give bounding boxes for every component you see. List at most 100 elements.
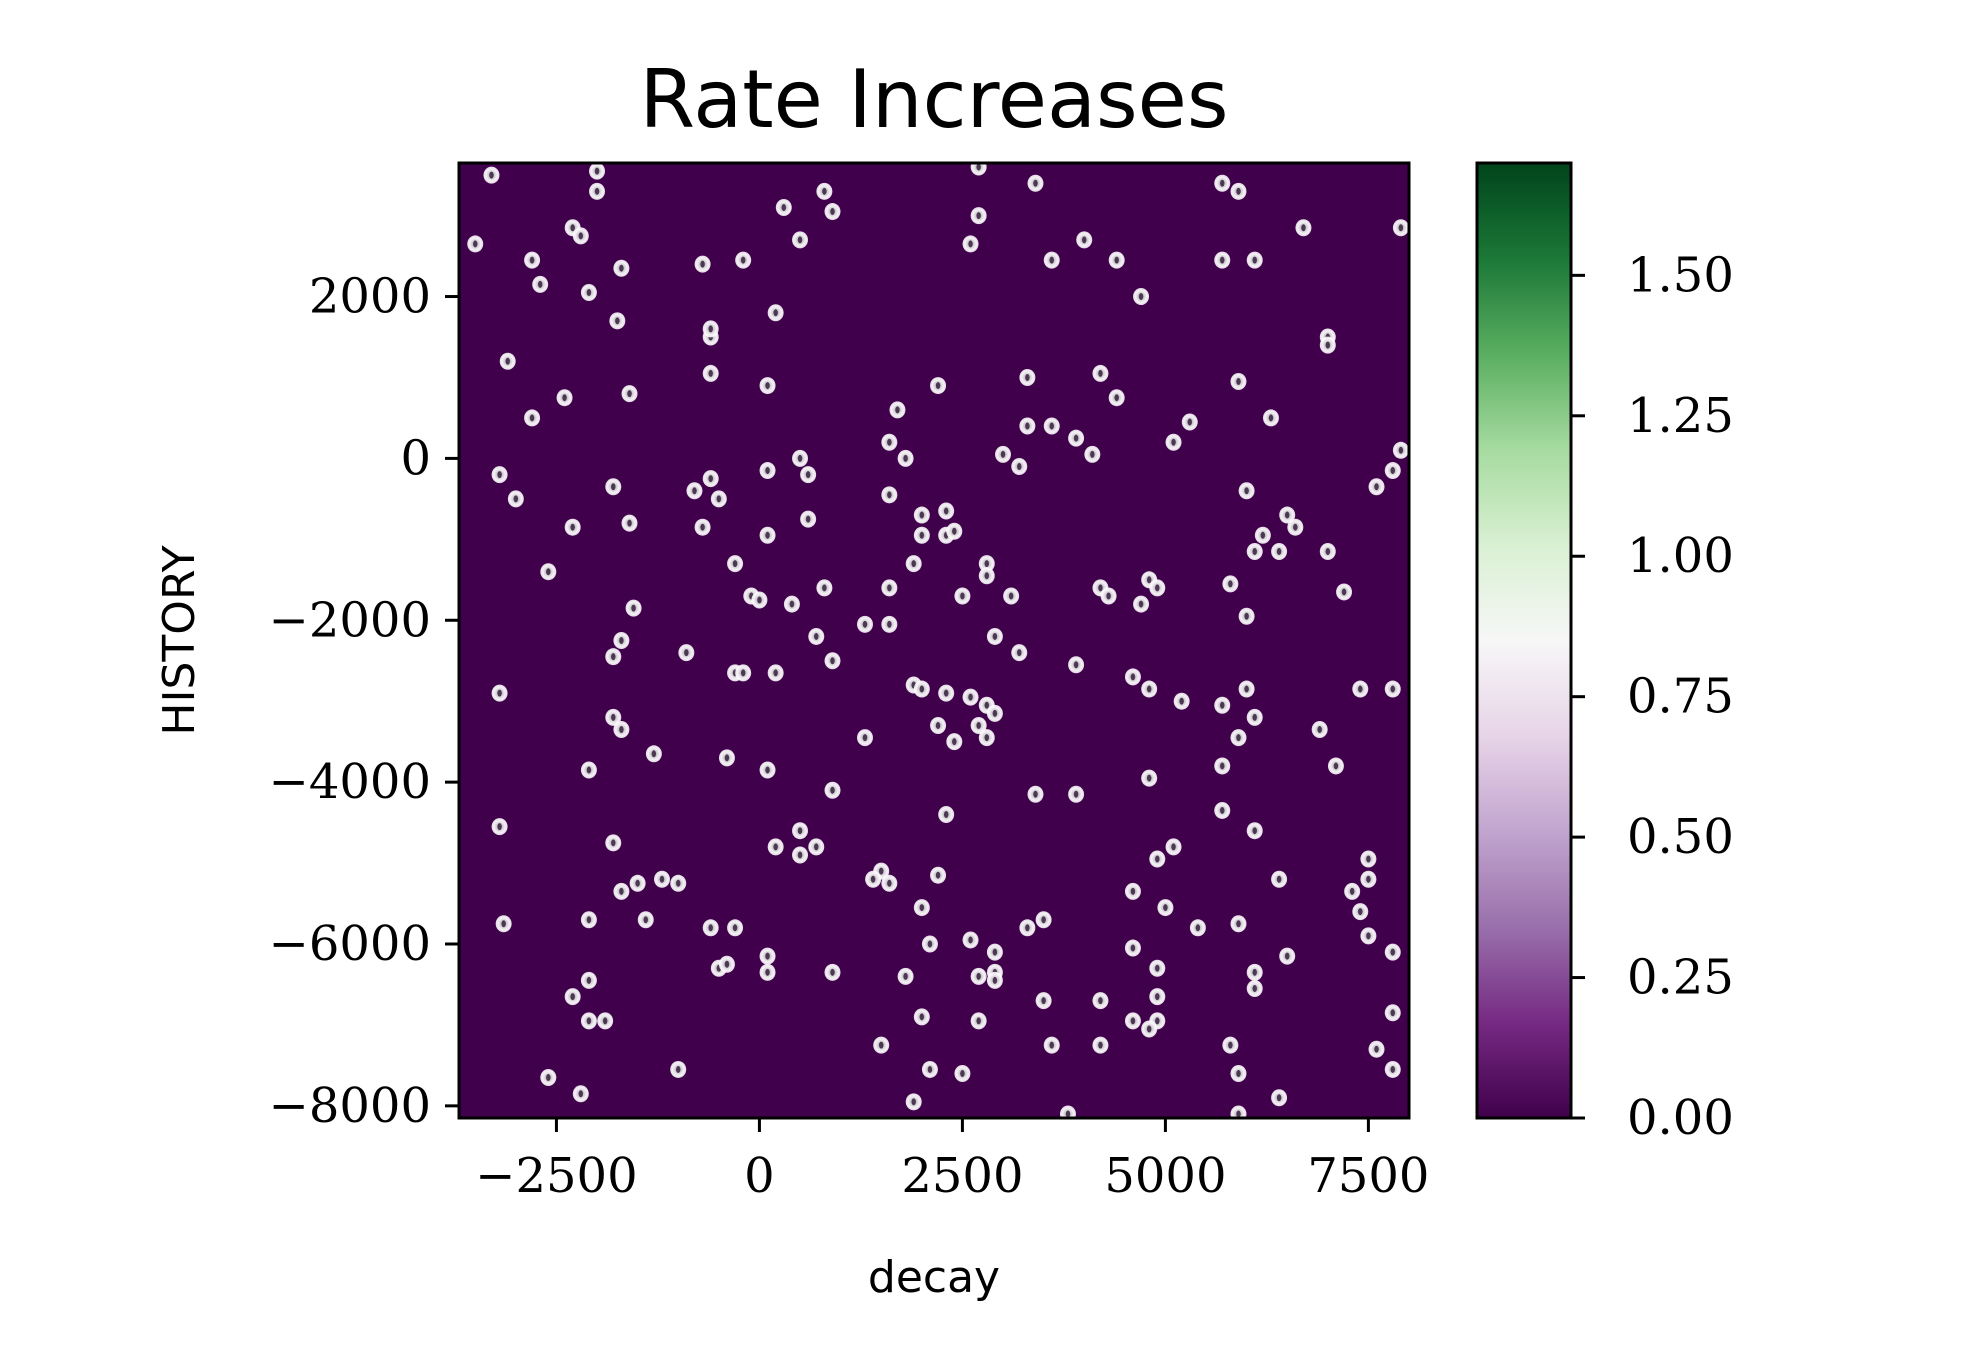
heatmap-peak bbox=[572, 227, 589, 245]
heatmap-peak bbox=[1360, 927, 1377, 945]
heatmap-peak bbox=[759, 526, 776, 544]
heatmap-peak bbox=[759, 462, 776, 480]
heatmap-peak bbox=[1336, 583, 1353, 601]
heatmap-peak bbox=[735, 664, 752, 682]
heatmap-peak bbox=[1149, 850, 1166, 868]
heatmap-peak bbox=[913, 680, 930, 698]
colorbar-tick-label: 1.50 bbox=[1627, 247, 1734, 303]
heatmap-peak bbox=[1141, 769, 1158, 787]
heatmap-peak bbox=[613, 259, 630, 277]
heatmap-peak bbox=[913, 1008, 930, 1026]
heatmap-peak bbox=[1149, 988, 1166, 1006]
x-tick-label: 2500 bbox=[901, 1148, 1023, 1204]
heatmap-peak bbox=[1246, 822, 1263, 840]
heatmap-peak bbox=[491, 818, 508, 836]
heatmap-peak bbox=[637, 911, 654, 929]
heatmap-peak bbox=[1133, 288, 1150, 306]
heatmap-peak bbox=[759, 947, 776, 965]
heatmap-peak bbox=[1392, 441, 1409, 459]
heatmap-peak bbox=[1035, 911, 1052, 929]
heatmap-peak bbox=[1352, 903, 1369, 921]
heatmap-peak bbox=[1027, 785, 1044, 803]
heatmap-peak bbox=[1124, 939, 1141, 957]
heatmap-peak bbox=[1392, 219, 1409, 237]
heatmap-peak bbox=[1076, 231, 1093, 249]
heatmap-peak bbox=[1287, 518, 1304, 536]
heatmap-peak bbox=[889, 401, 906, 419]
heatmap-peak bbox=[1230, 1105, 1247, 1118]
heatmap-peak bbox=[1246, 963, 1263, 981]
heatmap-peak bbox=[1352, 680, 1369, 698]
heatmap-peak bbox=[759, 761, 776, 779]
heatmap-peak bbox=[986, 943, 1003, 961]
heatmap-peak bbox=[609, 312, 626, 330]
heatmap-background bbox=[459, 163, 1409, 1118]
heatmap-peak bbox=[702, 364, 719, 382]
heatmap-peak bbox=[1230, 373, 1247, 391]
y-tick-label: −6000 bbox=[269, 916, 431, 972]
heatmap-peak bbox=[759, 963, 776, 981]
heatmap-peak bbox=[1360, 850, 1377, 868]
heatmap-peak bbox=[1043, 251, 1060, 269]
heatmap-peak bbox=[1181, 413, 1198, 431]
x-tick-label: −2500 bbox=[475, 1148, 637, 1204]
heatmap-peak bbox=[532, 275, 549, 293]
heatmap-peak bbox=[767, 664, 784, 682]
heatmap-peak bbox=[1165, 838, 1182, 856]
colorbar-ticks: 0.00 0.25 0.50 0.75 1.00 1.25 1.50 bbox=[1571, 247, 1734, 1146]
heatmap-peak bbox=[564, 988, 581, 1006]
heatmap-peak bbox=[921, 1060, 938, 1078]
heatmap-peak bbox=[1019, 368, 1036, 386]
heatmap-peak bbox=[1230, 915, 1247, 933]
heatmap-peak bbox=[1246, 708, 1263, 726]
heatmap-peak bbox=[946, 733, 963, 751]
heatmap-peak bbox=[970, 207, 987, 225]
heatmap-peak bbox=[938, 806, 955, 824]
heatmap-peak bbox=[1068, 785, 1085, 803]
heatmap-peak bbox=[930, 377, 947, 395]
heatmap-peak bbox=[986, 704, 1003, 722]
heatmap-peak bbox=[1019, 417, 1036, 435]
heatmap-peak bbox=[1092, 364, 1109, 382]
heatmap-peak bbox=[1214, 757, 1231, 775]
heatmap-peaks bbox=[467, 163, 1409, 1118]
heatmap-peak bbox=[1124, 1012, 1141, 1030]
heatmap-peak bbox=[1084, 445, 1101, 463]
heatmap-peak bbox=[881, 579, 898, 597]
heatmap-peak bbox=[921, 935, 938, 953]
heatmap-peak bbox=[1108, 251, 1125, 269]
heatmap-peak bbox=[483, 166, 500, 184]
heatmap-peak bbox=[946, 522, 963, 540]
heatmap-peak bbox=[824, 203, 841, 221]
plot-frame bbox=[457, 161, 1411, 1120]
heatmap-peak bbox=[629, 874, 646, 892]
heatmap-peak bbox=[678, 644, 695, 662]
heatmap-peak bbox=[970, 716, 987, 734]
heatmap-peak bbox=[589, 182, 606, 200]
heatmap-peak bbox=[881, 433, 898, 451]
heatmap-peak bbox=[1384, 943, 1401, 961]
heatmap-peak bbox=[1149, 959, 1166, 977]
heatmap-peak bbox=[792, 449, 809, 467]
heatmap-peak bbox=[954, 1064, 971, 1082]
heatmap-peak bbox=[1344, 882, 1361, 900]
chart-title: Rate Increases bbox=[639, 53, 1228, 146]
heatmap-peak bbox=[986, 971, 1003, 989]
heatmap-peak bbox=[718, 955, 735, 973]
heatmap-peak bbox=[751, 591, 768, 609]
colorbar bbox=[1477, 163, 1571, 1118]
heatmap-peak bbox=[580, 971, 597, 989]
colorbar-tick-label: 1.25 bbox=[1627, 388, 1734, 444]
heatmap-peak bbox=[1100, 587, 1117, 605]
heatmap-peak bbox=[1141, 680, 1158, 698]
heatmap-peak bbox=[1173, 692, 1190, 710]
heatmap-peak bbox=[913, 506, 930, 524]
heatmap-peak bbox=[938, 684, 955, 702]
heatmap-peak bbox=[564, 518, 581, 536]
heatmap-peak bbox=[1246, 980, 1263, 998]
colorbar-tick-label: 0.00 bbox=[1627, 1090, 1734, 1146]
heatmap-peak bbox=[605, 478, 622, 496]
heatmap-peak bbox=[694, 255, 711, 273]
heatmap-peak bbox=[792, 822, 809, 840]
